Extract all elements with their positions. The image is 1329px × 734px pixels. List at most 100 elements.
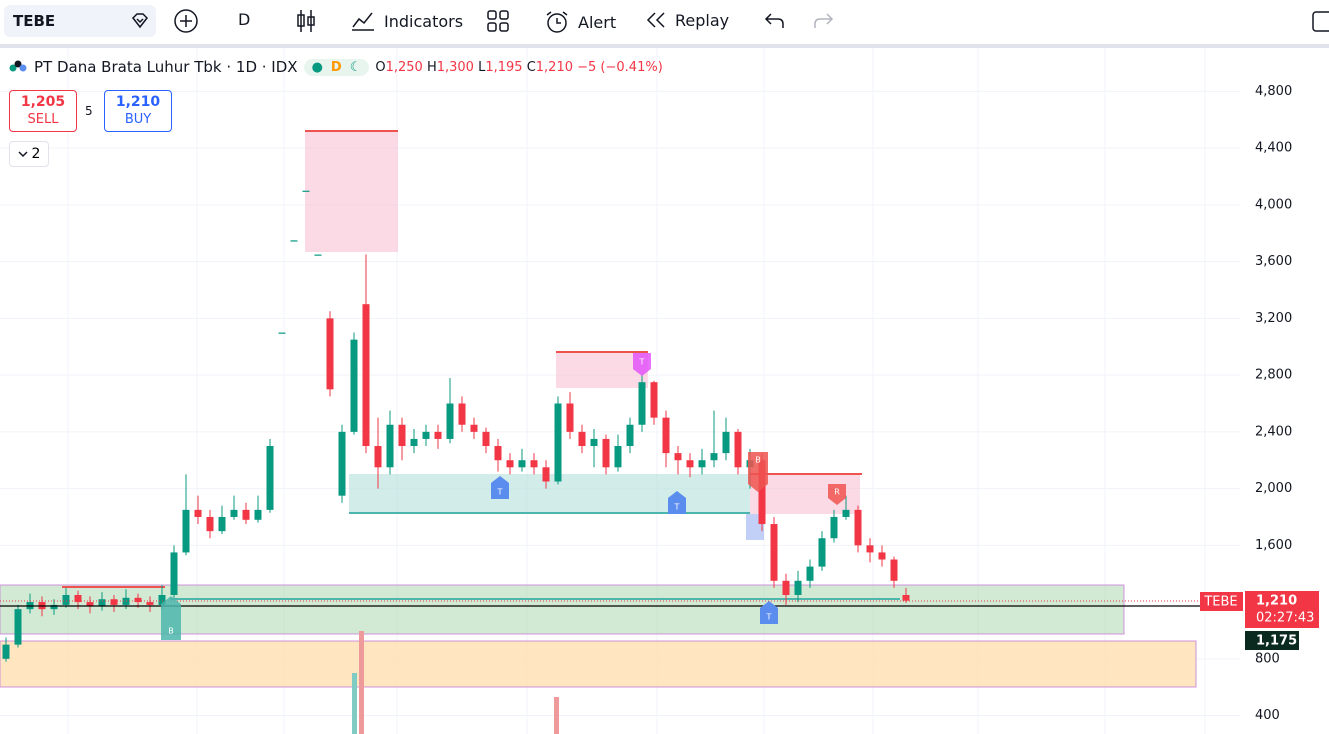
collapse-button[interactable]: 2	[9, 141, 49, 167]
marker-label: T	[766, 613, 772, 622]
marker[interactable]: R	[828, 484, 846, 505]
candle-body	[50, 604, 58, 610]
marker[interactable]: T	[491, 476, 509, 499]
redo-button[interactable]	[812, 10, 834, 32]
icon	[352, 12, 374, 31]
candle-body	[194, 509, 202, 517]
candle-body	[158, 594, 166, 605]
candle-body	[206, 516, 214, 532]
y-tick-label: 4,800	[1255, 84, 1292, 99]
alert-button[interactable]: Alert	[544, 10, 616, 34]
candle-body	[902, 594, 910, 601]
candle-body	[338, 431, 346, 496]
candle-body	[734, 431, 742, 468]
candle-body	[170, 552, 178, 595]
o-label: O	[375, 59, 386, 75]
sell-button[interactable]: 1,205 SELL	[9, 90, 77, 132]
candle-body	[290, 240, 298, 242]
candle-body	[110, 599, 118, 605]
volume-bar	[352, 673, 357, 734]
candle-body	[782, 580, 790, 595]
icon	[546, 11, 568, 33]
templates-button[interactable]	[486, 9, 510, 33]
marker[interactable]: T	[668, 491, 686, 514]
marker[interactable]: T	[760, 601, 778, 624]
candle-body	[626, 424, 634, 447]
c-label: C	[526, 59, 536, 75]
candle-body	[314, 254, 322, 256]
spread: 5	[85, 104, 93, 118]
candle-body	[590, 438, 598, 447]
y-tick-label: 2,000	[1255, 481, 1292, 496]
symbol-label: TEBE	[1203, 595, 1237, 610]
line-price-bg	[1245, 631, 1299, 650]
chart-type-button[interactable]	[294, 8, 318, 34]
candle-body	[242, 509, 250, 520]
candle-body	[86, 602, 94, 607]
y-tick-label: 4,000	[1255, 197, 1292, 212]
candle-body	[578, 431, 586, 447]
candle-body	[650, 382, 658, 418]
candle-body	[842, 509, 850, 517]
candle-body	[14, 609, 22, 645]
candle-body	[98, 599, 106, 607]
zones	[0, 130, 1197, 734]
candle-body	[182, 509, 190, 553]
candle-body	[566, 403, 574, 432]
last-price-bg	[1245, 591, 1319, 628]
candle-body	[854, 509, 862, 546]
h-label: H	[426, 59, 437, 75]
marker-label: B	[755, 456, 761, 465]
candle-body	[218, 516, 226, 532]
marker-label: T	[639, 358, 645, 367]
c-value: 1,210	[535, 59, 573, 75]
y-tick-label: 800	[1255, 651, 1280, 666]
marker[interactable]: B	[748, 452, 768, 492]
marker[interactable]: B	[161, 596, 181, 640]
line-price: 1,175	[1256, 634, 1297, 649]
symbol-label-bg	[1200, 592, 1243, 611]
candle-body	[434, 431, 442, 439]
candle-body	[794, 580, 802, 595]
candle-body	[374, 446, 382, 468]
replay-label: Replay	[675, 10, 730, 30]
symbol-search[interactable]: TEBE	[4, 5, 156, 37]
candle-body	[866, 545, 874, 553]
layout-button[interactable]	[1312, 11, 1329, 33]
candle-body	[674, 453, 682, 461]
buy-price: 1,210	[115, 94, 161, 110]
candle-body	[470, 424, 478, 432]
candle-body	[878, 552, 886, 560]
y-tick-label: 2,400	[1255, 424, 1292, 439]
y-tick-label: 2,800	[1255, 368, 1292, 383]
toolbar: TEBE D Indicators Alert Replay	[0, 0, 1329, 42]
candle-body	[890, 559, 898, 581]
candles	[2, 190, 910, 662]
replay-button[interactable]: Replay	[645, 10, 729, 30]
candle-body	[686, 460, 694, 468]
interval-button[interactable]: D	[238, 10, 250, 29]
candle-body	[698, 460, 706, 468]
interval: D	[238, 10, 251, 29]
buy-button[interactable]: 1,210 BUY	[104, 90, 172, 132]
badge: D	[330, 59, 342, 75]
l-value: 1,195	[485, 59, 523, 75]
indicators-button[interactable]: Indicators	[350, 10, 463, 32]
candle-body	[494, 446, 502, 461]
zone	[0, 584, 1125, 635]
add-button[interactable]	[173, 8, 199, 34]
undo-button[interactable]	[764, 10, 786, 32]
alert-label: Alert	[578, 12, 617, 32]
candle-body	[722, 431, 730, 454]
status-dot: ●	[311, 59, 323, 75]
change: −5 (−0.41%)	[577, 59, 663, 75]
candle-body	[134, 597, 142, 603]
marker-label: B	[168, 627, 174, 636]
logo	[9, 60, 27, 72]
marker[interactable]: T	[633, 353, 651, 376]
zone	[0, 640, 1197, 688]
buy-label: BUY	[124, 112, 152, 127]
marker-label: R	[834, 488, 840, 497]
